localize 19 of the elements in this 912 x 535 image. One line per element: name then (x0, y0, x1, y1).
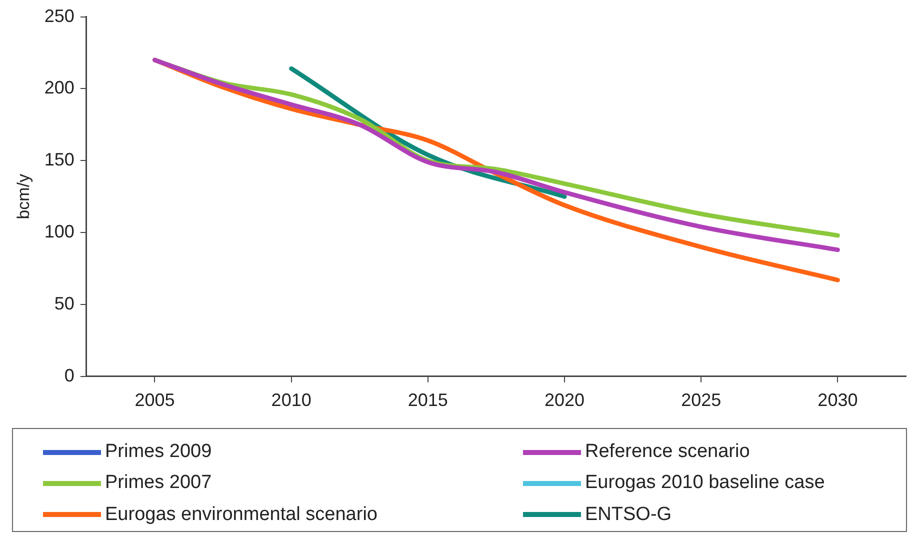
y-tick-label: 250 (44, 6, 74, 26)
legend-label: Eurogas environmental scenario (105, 504, 378, 526)
x-tick-label: 2020 (544, 390, 585, 410)
legend-label: Reference scenario (585, 441, 750, 463)
y-tick-label: 150 (44, 150, 74, 170)
y-tick-label: 100 (44, 222, 74, 242)
x-tick-label: 2015 (408, 390, 448, 410)
y-tick-label: 50 (54, 293, 74, 314)
legend-label: Primes 2009 (105, 441, 212, 463)
x-tick-label: 2025 (681, 390, 722, 410)
y-tick-label: 0 (64, 365, 74, 386)
x-tick-label: 2030 (818, 390, 858, 410)
legend-label: Primes 2007 (105, 472, 212, 494)
y-axis-title: bcm/y (14, 173, 33, 220)
legend-label: Eurogas 2010 baseline case (585, 472, 825, 494)
y-tick-label: 200 (44, 78, 74, 98)
x-tick-label: 2010 (271, 390, 312, 410)
x-tick-label: 2005 (134, 390, 175, 410)
legend-label: ENTSO-G (585, 504, 672, 526)
